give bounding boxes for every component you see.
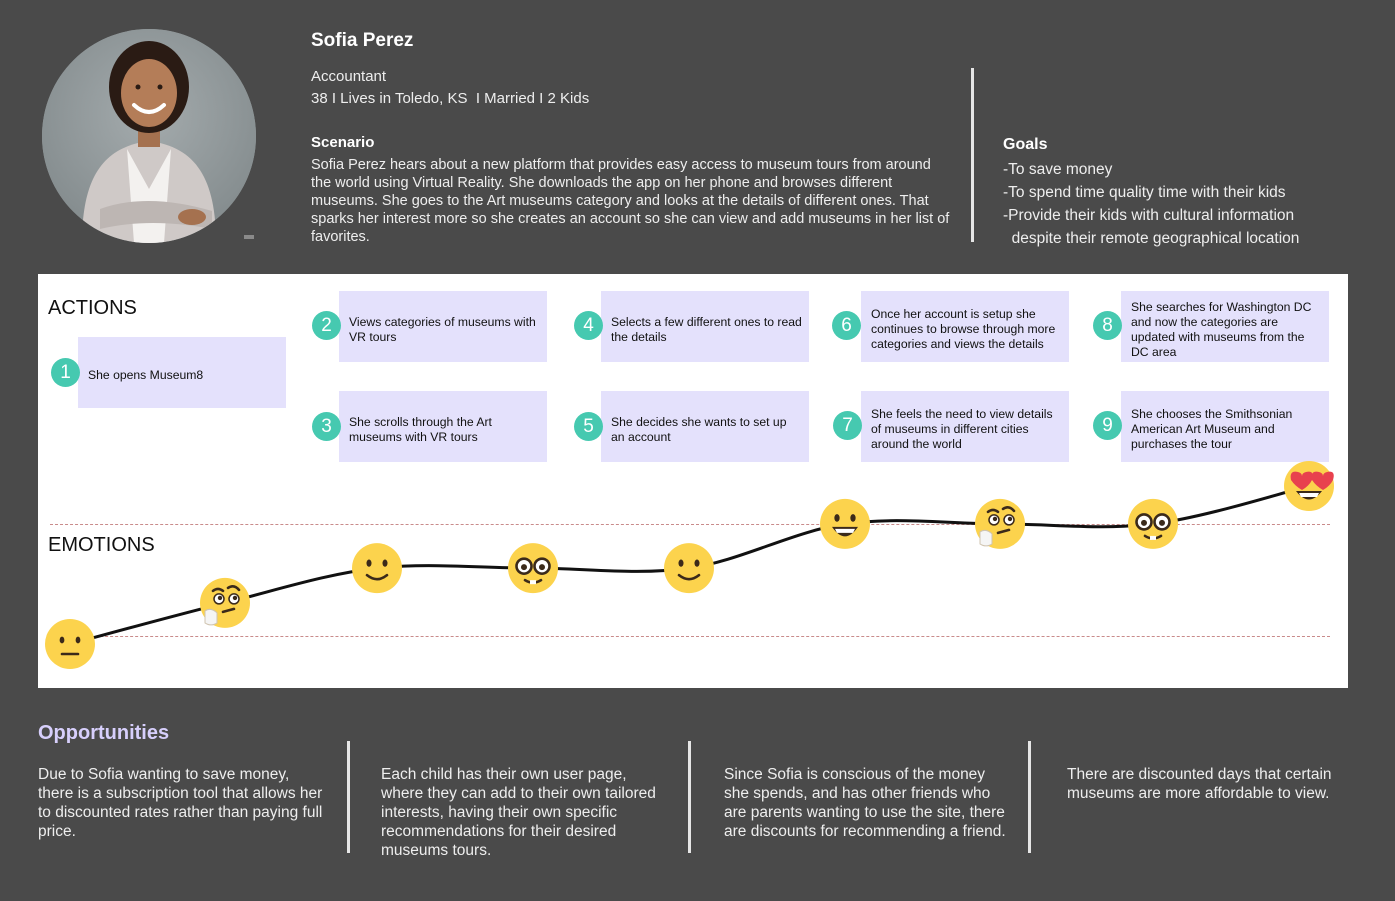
- nerd-face-icon: [1128, 498, 1178, 549]
- action-card-6: Once her account is setup she continues …: [861, 291, 1069, 362]
- action-card-4: Selects a few different ones to read the…: [601, 291, 809, 362]
- thinking-face-icon: [975, 498, 1025, 549]
- goal-item: -Provide their kids with cultural inform…: [1003, 207, 1295, 224]
- goals-list: -To save money -To spend time quality ti…: [1003, 158, 1373, 250]
- emotion-curve-chart: [45, 461, 1334, 669]
- emotion-upper-guide: [50, 524, 1330, 525]
- action-card-2: Views categories of museums with VR tour…: [339, 291, 547, 362]
- emotion-lower-guide: [50, 636, 1330, 637]
- step-badge-4: 4: [574, 311, 603, 340]
- slightly-smiling-face-icon: [352, 543, 402, 594]
- thinking-face-icon: [200, 577, 250, 628]
- step-badge-2: 2: [312, 311, 341, 340]
- action-card-9: She chooses the Smithsonian American Art…: [1121, 391, 1329, 462]
- action-text: She feels the need to view details of mu…: [871, 407, 1053, 451]
- persona-demographics: 38 I Lives in Toledo, KS I Married I 2 K…: [311, 90, 590, 107]
- opportunity-divider: [1028, 741, 1031, 853]
- emotions-lane-label: EMOTIONS: [48, 534, 155, 556]
- header-divider: [971, 68, 974, 242]
- grinning-face-icon: [820, 498, 870, 549]
- action-card-3: She scrolls through the Art museums with…: [339, 391, 547, 462]
- action-text: She opens Museum8: [88, 368, 204, 382]
- neutral-face-icon: [45, 619, 95, 669]
- persona-occupation: Accountant: [311, 68, 387, 85]
- goal-item: -To spend time quality time with their k…: [1003, 184, 1286, 201]
- action-text: Once her account is setup she continues …: [871, 307, 1056, 351]
- step-badge-1: 1: [51, 358, 80, 387]
- persona-photo-illustration: [42, 29, 256, 243]
- actions-lane-label: ACTIONS: [48, 297, 137, 319]
- action-text: Selects a few different ones to read the…: [611, 314, 802, 344]
- opportunity-4: There are discounted days that certain m…: [1067, 766, 1332, 802]
- action-text: Views categories of museums with VR tour…: [349, 314, 536, 344]
- persona-avatar: [42, 29, 256, 243]
- scenario-text: Sofia Perez hears about a new platform t…: [311, 157, 950, 245]
- step-badge-7: 7: [833, 411, 862, 440]
- action-card-1: She opens Museum8: [78, 337, 286, 408]
- opportunity-2: Each child has their own user page, wher…: [381, 766, 656, 859]
- heart-eyes-face-icon: [1284, 461, 1334, 511]
- opportunity-divider: [347, 741, 350, 853]
- avatar-marker: [244, 235, 254, 239]
- action-text: She searches for Washington DC and now t…: [1131, 299, 1312, 359]
- action-text: She chooses the Smithsonian American Art…: [1131, 407, 1293, 451]
- step-badge-5: 5: [574, 412, 603, 441]
- slightly-smiling-face-icon: [664, 543, 714, 594]
- step-badge-9: 9: [1093, 411, 1122, 440]
- opportunities-heading: Opportunities: [38, 722, 170, 744]
- opportunity-divider: [688, 741, 691, 853]
- persona-name: Sofia Perez: [311, 30, 414, 51]
- goals-heading: Goals: [1003, 136, 1048, 153]
- action-text: She decides she wants to set up an accou…: [611, 414, 787, 444]
- goal-item: -To save money: [1003, 161, 1113, 178]
- action-card-7: She feels the need to view details of mu…: [861, 391, 1069, 462]
- step-badge-6: 6: [832, 311, 861, 340]
- scenario-heading: Scenario: [311, 134, 375, 151]
- step-badge-8: 8: [1093, 311, 1122, 340]
- action-card-8: She searches for Washington DC and now t…: [1121, 291, 1329, 362]
- action-card-5: She decides she wants to set up an accou…: [601, 391, 809, 462]
- opportunity-1: Due to Sofia wanting to save money, ther…: [38, 766, 323, 840]
- step-badge-3: 3: [312, 412, 341, 441]
- opportunity-3: Since Sofia is conscious of the money sh…: [724, 766, 1006, 840]
- action-text: She scrolls through the Art museums with…: [349, 414, 492, 444]
- nerd-face-icon: [508, 543, 558, 594]
- journey-map-panel: ACTIONS EMOTIONS She opens Museum8 Views…: [38, 274, 1348, 688]
- goal-item: despite their remote geographical locati…: [1003, 230, 1300, 247]
